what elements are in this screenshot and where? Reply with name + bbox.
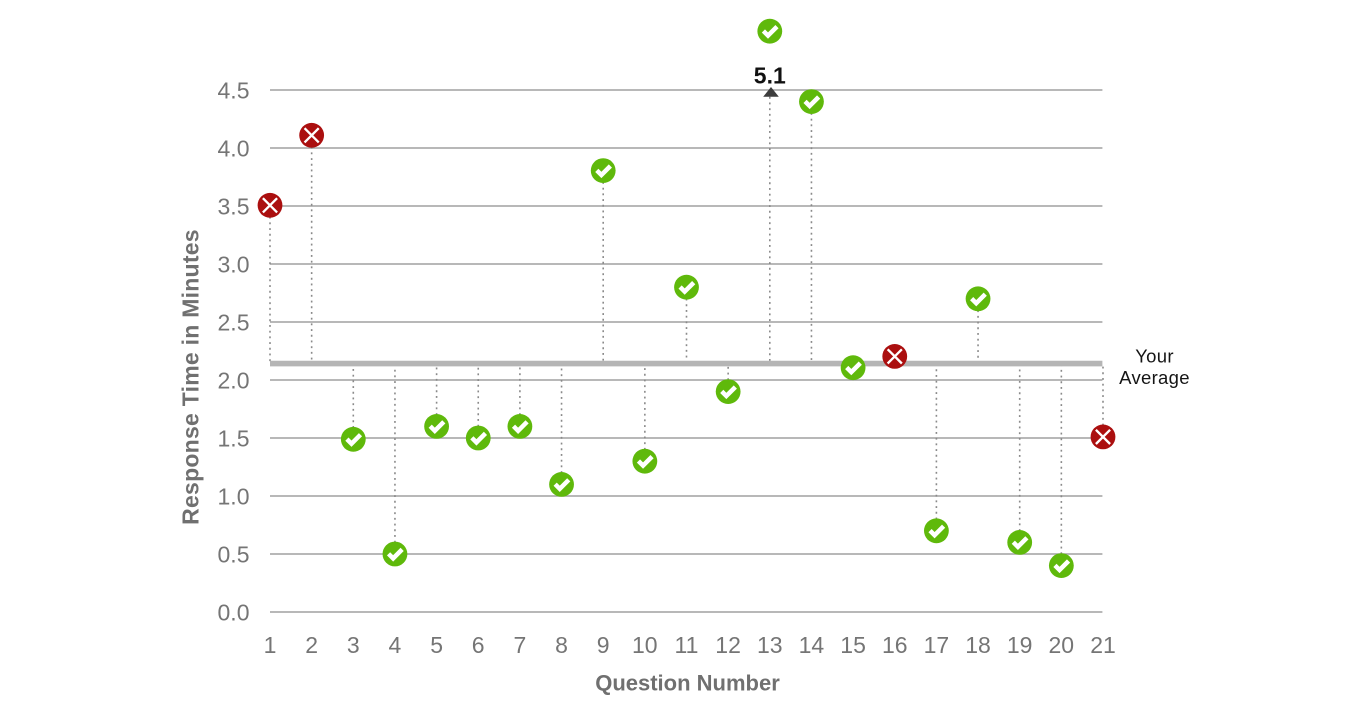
svg-text:3.0: 3.0: [218, 251, 250, 277]
svg-text:20: 20: [1049, 632, 1075, 658]
svg-text:2.5: 2.5: [218, 309, 250, 335]
svg-text:1: 1: [264, 632, 277, 658]
svg-text:4: 4: [389, 632, 402, 658]
svg-text:Response Time in Minutes: Response Time in Minutes: [178, 229, 204, 525]
svg-text:11: 11: [675, 632, 699, 658]
svg-text:18: 18: [965, 632, 991, 658]
svg-text:9: 9: [597, 632, 610, 658]
svg-text:13: 13: [757, 632, 783, 658]
svg-text:5: 5: [430, 632, 443, 658]
svg-text:5.1: 5.1: [754, 63, 786, 89]
svg-text:1.5: 1.5: [218, 425, 250, 451]
svg-text:17: 17: [924, 632, 950, 658]
svg-text:8: 8: [555, 632, 568, 658]
svg-text:6: 6: [472, 632, 485, 658]
svg-text:19: 19: [1007, 632, 1033, 658]
svg-text:7: 7: [514, 632, 527, 658]
svg-text:0.0: 0.0: [218, 599, 250, 625]
svg-text:15: 15: [840, 632, 866, 658]
svg-text:0.5: 0.5: [218, 541, 250, 567]
svg-text:3: 3: [347, 632, 360, 658]
svg-text:14: 14: [799, 632, 825, 658]
svg-text:Question Number: Question Number: [595, 671, 780, 696]
svg-text:21: 21: [1090, 632, 1116, 658]
svg-text:1.0: 1.0: [218, 483, 250, 509]
svg-text:Average: Average: [1119, 367, 1190, 388]
svg-text:3.5: 3.5: [218, 193, 250, 219]
svg-text:16: 16: [882, 632, 908, 658]
svg-text:Your: Your: [1135, 346, 1174, 367]
svg-text:10: 10: [632, 632, 658, 658]
svg-text:4.5: 4.5: [218, 77, 250, 103]
svg-text:2.0: 2.0: [218, 367, 250, 393]
svg-text:12: 12: [715, 632, 741, 658]
svg-text:4.0: 4.0: [218, 135, 250, 161]
svg-text:2: 2: [305, 632, 318, 658]
